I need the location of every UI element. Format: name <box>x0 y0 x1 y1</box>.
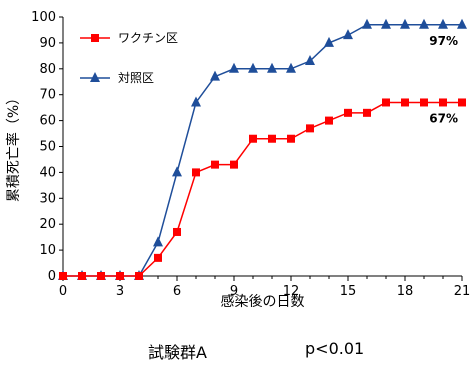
data-point <box>248 62 258 73</box>
y-tick-label: 70 <box>39 88 56 103</box>
y-tick-label: 0 <box>48 269 56 284</box>
data-point <box>362 18 372 29</box>
axes: 0 10 20 30 40 50 60 70 80 90 100 0 3 6 9 12 15 18 21 <box>31 10 470 299</box>
x-tick-label: 3 <box>116 284 124 299</box>
data-point <box>458 98 466 107</box>
y-tick-label: 40 <box>39 165 56 180</box>
data-point <box>420 98 428 107</box>
data-point <box>305 55 315 66</box>
x-tick-label: 18 <box>397 284 414 299</box>
data-point <box>191 96 201 107</box>
data-point <box>192 168 200 177</box>
data-point <box>344 108 352 117</box>
legend-item: 対照区 <box>80 71 154 85</box>
data-point <box>249 134 257 143</box>
legend-item: ワクチン区 <box>80 31 178 45</box>
y-tick-label: 10 <box>39 243 56 258</box>
x-tick-label: 0 <box>59 284 67 299</box>
x-tick-label: 9 <box>230 284 238 299</box>
end-value-label: 67% <box>429 111 458 125</box>
data-point <box>211 160 219 169</box>
data-point <box>325 116 333 125</box>
caption-p-value: p<0.01 <box>305 339 365 358</box>
series-layer: 97% 67% <box>58 18 467 280</box>
data-point <box>173 227 181 236</box>
series-vaccine: 67% <box>59 98 466 280</box>
end-value-label: 97% <box>429 34 458 48</box>
y-tick-label: 80 <box>39 62 56 77</box>
legend-label: 対照区 <box>118 71 154 85</box>
data-point <box>154 253 162 262</box>
data-point <box>210 70 220 81</box>
x-axis-label: 感染後の日数 <box>221 293 305 310</box>
data-point <box>457 18 467 29</box>
data-point <box>172 166 182 177</box>
y-tick-label: 30 <box>39 191 56 206</box>
x-tick-label: 21 <box>454 284 471 299</box>
y-tick-label: 60 <box>39 114 56 129</box>
chart: 0 10 20 30 40 50 60 70 80 90 100 0 3 6 9 12 15 18 21 97% 67… <box>5 10 470 310</box>
data-point <box>97 272 105 280</box>
data-point <box>439 98 447 107</box>
y-tick-label: 20 <box>39 217 56 232</box>
series-line <box>63 24 462 277</box>
data-point <box>59 272 67 280</box>
data-point <box>401 98 409 107</box>
data-point <box>267 62 277 73</box>
data-point <box>229 62 239 73</box>
data-point <box>91 34 99 42</box>
data-point <box>153 236 163 247</box>
data-point <box>78 272 86 280</box>
legend-label: ワクチン区 <box>118 31 178 45</box>
y-tick-label: 100 <box>31 10 56 25</box>
data-point <box>400 18 410 29</box>
data-point <box>135 272 143 280</box>
data-point <box>230 160 238 169</box>
series-line <box>63 101 462 277</box>
data-point <box>324 36 334 47</box>
data-point <box>268 134 276 143</box>
data-point <box>363 108 371 117</box>
data-point <box>438 18 448 29</box>
y-tick-label: 90 <box>39 36 56 51</box>
data-point <box>116 272 124 280</box>
series-control: 97% <box>58 18 467 280</box>
data-point <box>287 134 295 143</box>
caption-group: 試験群A <box>148 343 207 362</box>
y-tick-label: 50 <box>39 140 56 155</box>
x-tick-label: 6 <box>173 284 181 299</box>
data-point <box>343 29 353 40</box>
data-point <box>90 72 100 82</box>
x-tick-label: 15 <box>340 284 357 299</box>
data-point <box>381 18 391 29</box>
data-point <box>419 18 429 29</box>
data-point <box>306 124 314 133</box>
data-point <box>286 62 296 73</box>
x-tick-label: 12 <box>283 284 300 299</box>
data-point <box>382 98 390 107</box>
y-axis-label: 累積死亡率（%） <box>5 91 22 202</box>
